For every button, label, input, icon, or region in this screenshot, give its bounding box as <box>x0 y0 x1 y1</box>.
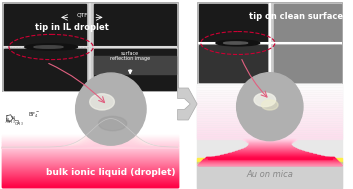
Bar <box>220 155 320 156</box>
Text: N: N <box>11 116 14 120</box>
Bar <box>246 147 294 148</box>
Bar <box>224 154 316 155</box>
Bar <box>199 45 267 82</box>
Bar <box>199 4 267 43</box>
Bar <box>248 146 292 147</box>
Bar <box>249 145 291 146</box>
Bar <box>244 148 295 149</box>
Bar <box>246 147 293 148</box>
Ellipse shape <box>90 94 114 110</box>
Ellipse shape <box>216 40 259 46</box>
Bar <box>249 142 291 143</box>
Bar <box>243 139 297 140</box>
Bar <box>197 158 342 162</box>
Bar <box>208 158 332 159</box>
Bar <box>229 153 310 154</box>
Circle shape <box>237 73 303 141</box>
Bar <box>245 148 295 149</box>
Bar <box>211 157 329 158</box>
Bar <box>214 156 325 157</box>
Bar <box>234 152 306 153</box>
Bar <box>245 139 295 140</box>
Bar <box>235 151 304 152</box>
Bar <box>247 147 293 148</box>
Bar <box>197 162 342 164</box>
Bar <box>246 140 293 141</box>
Bar <box>249 143 290 144</box>
Bar <box>233 152 306 153</box>
Bar <box>226 154 314 155</box>
Text: tip on clean surface: tip on clean surface <box>249 12 343 21</box>
Ellipse shape <box>25 44 77 50</box>
Bar <box>247 141 292 142</box>
Bar <box>94 4 176 47</box>
Bar <box>249 144 290 145</box>
Bar <box>248 146 292 147</box>
Bar <box>249 144 290 145</box>
Bar <box>244 139 295 140</box>
Bar <box>221 155 318 156</box>
Bar <box>197 84 342 187</box>
Bar <box>249 145 291 146</box>
Bar <box>248 141 292 142</box>
Bar <box>242 149 298 150</box>
Text: N: N <box>5 118 8 122</box>
Ellipse shape <box>254 93 276 107</box>
Text: surface
reflection image: surface reflection image <box>110 51 150 61</box>
Bar <box>232 152 308 153</box>
Bar <box>239 150 300 151</box>
Bar <box>2 2 178 92</box>
Bar <box>238 150 301 151</box>
Text: QTF: QTF <box>77 13 89 18</box>
Bar <box>215 156 324 157</box>
Bar <box>247 146 292 147</box>
Bar <box>237 151 303 152</box>
Bar <box>249 143 290 144</box>
Bar <box>274 4 341 43</box>
Bar <box>217 156 323 157</box>
Bar <box>228 153 312 154</box>
Bar <box>249 142 291 143</box>
Bar <box>197 2 342 84</box>
Bar <box>197 164 342 189</box>
Bar <box>213 157 327 158</box>
Bar <box>249 143 290 144</box>
Bar <box>237 151 303 152</box>
Text: bulk ionic liquid (droplet): bulk ionic liquid (droplet) <box>46 168 175 177</box>
Bar <box>94 49 176 90</box>
Bar <box>210 157 330 158</box>
Bar <box>4 49 86 90</box>
Text: tip in IL droplet: tip in IL droplet <box>35 23 109 32</box>
Bar <box>94 56 176 74</box>
Polygon shape <box>178 88 197 120</box>
Bar <box>241 149 299 150</box>
Text: CH$_3$: CH$_3$ <box>6 118 16 125</box>
Ellipse shape <box>98 116 127 131</box>
Ellipse shape <box>224 42 247 44</box>
Text: CH$_3$: CH$_3$ <box>14 120 23 128</box>
Text: Au on mica: Au on mica <box>246 170 293 179</box>
Circle shape <box>76 73 146 145</box>
Ellipse shape <box>34 46 63 48</box>
Bar <box>246 140 294 141</box>
Bar <box>244 148 296 149</box>
Bar <box>274 45 341 82</box>
Bar <box>4 4 86 47</box>
Bar <box>2 92 178 187</box>
Bar <box>249 144 291 145</box>
Text: BF$_4^-$: BF$_4^-$ <box>28 111 41 120</box>
Ellipse shape <box>262 100 278 110</box>
